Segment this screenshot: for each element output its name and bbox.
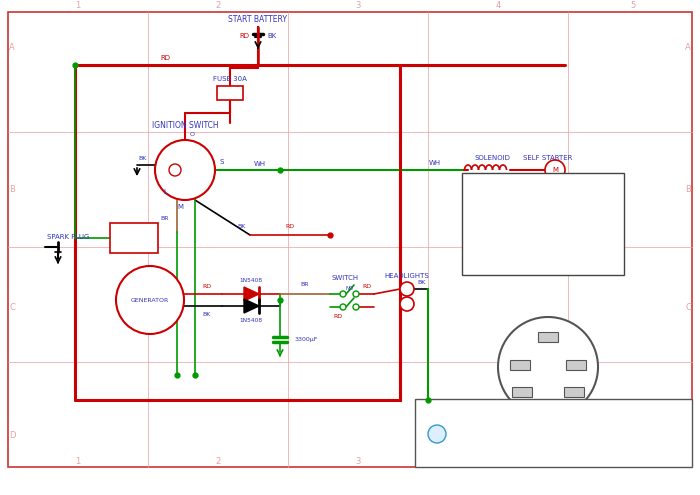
Text: OFF      M+G: OFF M+G — [476, 201, 528, 210]
Text: BK: BK — [203, 311, 211, 316]
Text: NO: NO — [346, 286, 354, 291]
Text: ☁: ☁ — [430, 427, 444, 441]
Text: BK: BK — [418, 280, 426, 285]
Text: RD: RD — [239, 33, 249, 39]
Text: RD: RD — [202, 284, 211, 289]
Text: Rider Mower Jonsered LR13: Rider Mower Jonsered LR13 — [454, 405, 616, 415]
Text: 4: 4 — [496, 457, 500, 466]
Text: M: M — [552, 167, 558, 173]
Text: 1N5408: 1N5408 — [239, 278, 262, 283]
Circle shape — [340, 304, 346, 310]
Text: 5: 5 — [631, 457, 636, 466]
Text: C: C — [685, 302, 691, 311]
Text: REV:  2.1: REV: 2.1 — [654, 405, 692, 414]
Circle shape — [116, 266, 184, 334]
Text: TITLE:: TITLE: — [425, 407, 446, 413]
Text: START . B+S+L: START . B+S+L — [476, 240, 539, 248]
Circle shape — [353, 304, 359, 310]
Text: C: C — [9, 302, 15, 311]
Circle shape — [353, 291, 359, 297]
Circle shape — [400, 282, 414, 296]
Text: BK: BK — [238, 225, 246, 230]
Text: BR: BR — [301, 283, 309, 288]
Text: B: B — [9, 186, 15, 195]
Text: RD: RD — [286, 225, 295, 230]
Text: GENERATOR: GENERATOR — [131, 297, 169, 302]
Text: A: A — [9, 43, 15, 51]
Text: O: O — [190, 133, 195, 138]
Text: 3: 3 — [356, 1, 360, 10]
Text: A: A — [685, 43, 691, 51]
Text: MAGNETO: MAGNETO — [118, 234, 153, 240]
Text: RD: RD — [484, 194, 494, 200]
Circle shape — [400, 297, 414, 311]
Text: 2: 2 — [216, 457, 220, 466]
Text: 2: 2 — [216, 1, 220, 10]
Text: BR: BR — [161, 215, 169, 220]
Text: M: M — [177, 204, 183, 210]
Bar — [415, 399, 692, 467]
Circle shape — [545, 160, 565, 180]
Text: SWITCH: SWITCH — [331, 275, 358, 281]
Text: RD: RD — [333, 313, 342, 318]
Text: BK: BK — [267, 33, 276, 39]
Text: S: S — [545, 333, 552, 342]
Text: 1: 1 — [76, 457, 80, 466]
Bar — [566, 360, 586, 370]
Text: 1N5408: 1N5408 — [239, 317, 262, 323]
Text: Date:   2023-06-22     Drawn By:  lamblight: Date: 2023-06-22 Drawn By: lamblight — [475, 453, 625, 459]
Circle shape — [340, 291, 346, 297]
Text: RD: RD — [363, 284, 372, 289]
Bar — [538, 332, 558, 342]
Circle shape — [155, 140, 215, 200]
Bar — [564, 387, 584, 397]
Text: BK: BK — [139, 155, 147, 160]
Circle shape — [428, 425, 446, 443]
Polygon shape — [110, 223, 158, 253]
Text: 3: 3 — [356, 457, 360, 466]
Bar — [462, 173, 624, 275]
Text: D: D — [685, 431, 692, 440]
Text: S: S — [220, 159, 225, 165]
Text: D: D — [8, 431, 15, 440]
Circle shape — [169, 164, 181, 176]
Text: L: L — [163, 189, 167, 195]
Text: B: B — [685, 186, 691, 195]
Text: HEADLIGHTS: HEADLIGHTS — [384, 273, 429, 279]
Text: SOLENOID: SOLENOID — [474, 155, 510, 161]
Text: 云立创EDA: 云立创EDA — [473, 430, 508, 439]
Text: L: L — [519, 388, 525, 396]
Polygon shape — [244, 287, 259, 301]
Text: 3300μF: 3300μF — [295, 338, 318, 343]
Text: FUSE 30A: FUSE 30A — [213, 76, 247, 82]
Text: M: M — [515, 360, 524, 369]
Text: ON        B+L: ON B+L — [476, 220, 527, 230]
Bar — [217, 86, 243, 100]
Text: WH: WH — [254, 161, 266, 167]
Text: IGNITION SWITCH:: IGNITION SWITCH: — [498, 183, 587, 192]
Text: 4: 4 — [496, 1, 500, 10]
Text: Company:   Lamblight: Company: Lamblight — [573, 430, 657, 439]
Text: IGNITION SWITCH
SEEN FROM BELOW: IGNITION SWITCH SEEN FROM BELOW — [499, 422, 597, 442]
Text: 1: 1 — [76, 1, 80, 10]
Bar — [512, 387, 532, 397]
Text: RD: RD — [160, 55, 170, 61]
Text: IGNITION SWITCH: IGNITION SWITCH — [152, 121, 218, 131]
Text: SELF STARTER: SELF STARTER — [524, 155, 573, 161]
Polygon shape — [244, 299, 259, 313]
Text: B: B — [573, 360, 580, 369]
Bar — [510, 360, 530, 370]
Text: SPARK PLUG: SPARK PLUG — [47, 234, 89, 240]
Text: WH: WH — [429, 160, 441, 166]
Text: G: G — [570, 388, 578, 396]
Text: 5: 5 — [631, 1, 636, 10]
Text: Sheet:  1/1: Sheet: 1/1 — [652, 430, 694, 439]
Circle shape — [498, 317, 598, 417]
Text: START BATTERY: START BATTERY — [228, 15, 288, 24]
